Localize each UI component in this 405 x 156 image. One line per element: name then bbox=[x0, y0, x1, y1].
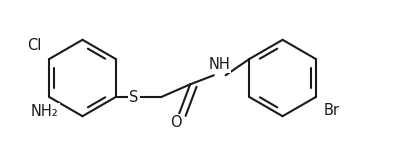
Text: Cl: Cl bbox=[27, 38, 41, 54]
Text: NH₂: NH₂ bbox=[31, 104, 59, 119]
Text: O: O bbox=[169, 115, 181, 130]
Text: Br: Br bbox=[323, 102, 339, 118]
Text: NH: NH bbox=[208, 57, 230, 72]
Text: S: S bbox=[129, 90, 138, 105]
